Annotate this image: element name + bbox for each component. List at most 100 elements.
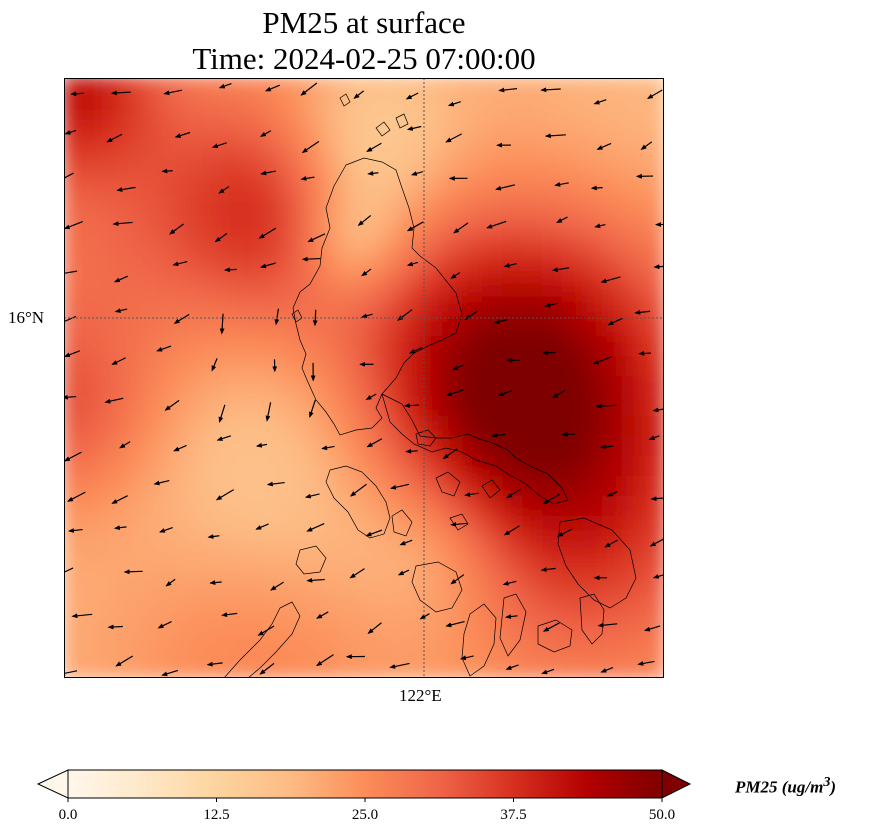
field-cell — [64, 96, 86, 120]
field-cell — [362, 78, 386, 100]
field-cell — [622, 78, 646, 100]
field-cell — [462, 78, 486, 100]
wind-arrow — [218, 186, 230, 194]
field-cell — [64, 516, 86, 540]
pm25-field — [64, 78, 664, 678]
wind-arrow — [306, 523, 325, 532]
field-cell — [64, 596, 86, 620]
wind-arrow — [106, 133, 123, 143]
wind-arrow — [542, 493, 560, 505]
wind-arrow — [597, 622, 618, 628]
field-cell — [422, 78, 446, 100]
wind-arrow — [442, 448, 458, 460]
field-cell — [222, 78, 246, 100]
wind-arrow — [174, 131, 191, 138]
wind-arrow — [486, 220, 507, 229]
field-cell — [82, 78, 106, 100]
colorbar-tick-label: 12.5 — [203, 807, 230, 823]
wind-arrow — [158, 526, 173, 533]
wind-arrow — [649, 538, 664, 547]
wind-arrow — [502, 580, 517, 586]
map-frame — [64, 78, 664, 678]
field-cell — [64, 176, 86, 200]
colorbar-title-sup: 3 — [823, 774, 831, 790]
field-cell — [64, 356, 86, 380]
field-cell — [642, 336, 664, 360]
wind-arrow — [366, 142, 382, 152]
field-cell — [642, 416, 664, 440]
wind-arrow — [406, 221, 424, 232]
field-cell — [64, 496, 86, 520]
wind-arrow — [607, 317, 623, 326]
wind-arrow — [264, 84, 281, 92]
field-cell — [642, 636, 664, 660]
field-cell — [642, 576, 664, 600]
colorbar-tick-label: 25.0 — [351, 807, 379, 823]
wind-arrow — [505, 664, 519, 670]
field-cell — [482, 656, 506, 678]
lat-label: 16°N — [8, 308, 45, 327]
field-cell — [242, 78, 266, 100]
title-line-1: PM25 at surface — [262, 5, 466, 40]
field-cell — [64, 156, 86, 180]
field-cell — [64, 556, 86, 580]
field-cell — [302, 78, 326, 100]
wind-arrow — [259, 662, 275, 675]
field-cell — [122, 656, 146, 678]
field-cell — [282, 656, 306, 678]
wind-arrow — [68, 528, 83, 533]
wind-arrow — [653, 264, 664, 270]
wind-arrow — [447, 101, 461, 107]
wind-arrow — [270, 581, 284, 591]
wind-arrow — [104, 397, 124, 404]
wind-arrow — [206, 661, 223, 667]
wind-arrow — [64, 270, 78, 276]
field-cell — [422, 656, 446, 678]
wind-arrow — [215, 489, 234, 501]
wind-arrow — [419, 613, 430, 620]
wind-arrow — [406, 125, 422, 131]
field-cell — [642, 216, 664, 240]
field-cell — [642, 276, 664, 300]
wind-arrow — [64, 172, 74, 179]
field-cell — [542, 656, 566, 678]
field-cell — [602, 78, 626, 100]
wind-arrow — [453, 222, 469, 234]
wind-arrow — [366, 438, 383, 448]
field-cell — [64, 436, 86, 460]
wind-arrow — [165, 578, 176, 587]
colorbar-tick-label: 0.0 — [58, 807, 78, 823]
field-cell — [64, 316, 86, 340]
field-cell — [642, 96, 664, 120]
wind-arrow — [64, 394, 77, 400]
field-cell — [64, 256, 86, 280]
field-cell — [642, 516, 664, 540]
field-cell — [362, 656, 386, 678]
wind-arrow — [600, 276, 621, 284]
wind-arrow — [606, 491, 618, 497]
wind-arrow — [634, 309, 651, 315]
wind-arrow — [452, 364, 464, 371]
field-cell — [642, 656, 664, 678]
field-cell — [64, 396, 86, 420]
wind-arrow — [652, 574, 664, 579]
wind-arrow — [153, 480, 170, 486]
field-cell — [642, 236, 664, 260]
field-cell — [64, 78, 86, 100]
wind-arrow — [450, 521, 468, 527]
field-cell — [342, 656, 366, 678]
field-cell — [642, 356, 664, 380]
wind-arrow — [643, 625, 661, 632]
wind-arrow — [390, 483, 410, 490]
wind-arrow — [161, 669, 179, 677]
wind-arrow — [316, 611, 329, 619]
wind-arrow — [556, 216, 568, 223]
field-cell — [642, 156, 664, 180]
wind-arrow — [498, 87, 518, 93]
title-line-2: Time: 2024-02-25 07:00:00 — [192, 41, 536, 76]
wind-arrow — [541, 668, 555, 675]
wind-arrow — [505, 614, 518, 619]
wind-arrow — [397, 569, 410, 576]
wind-arrow — [218, 82, 232, 89]
colorbar-tick-label: 37.5 — [500, 807, 527, 823]
